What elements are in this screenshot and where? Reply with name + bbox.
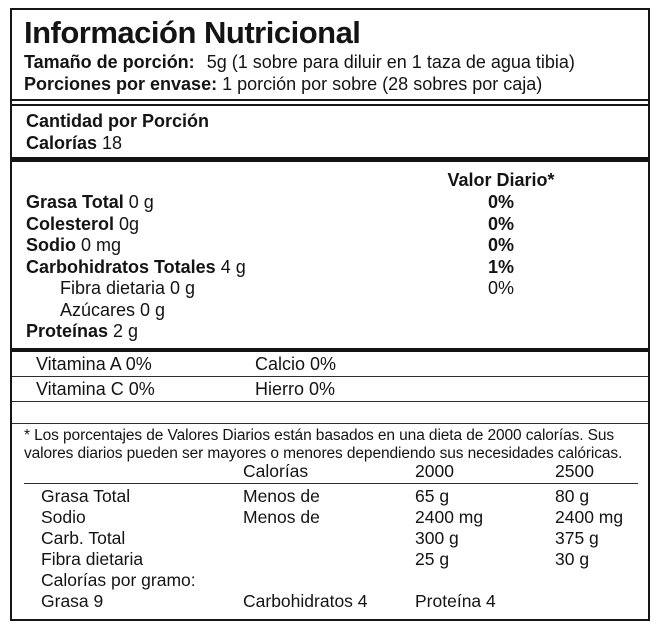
ref-row-name: Fibra dietaria	[41, 548, 144, 569]
nutrient-row: Carbohidratos Totales 4 g 1%	[26, 257, 636, 279]
servings-per-package-line: Porciones por envase: 1 porción por sobre…	[24, 73, 636, 95]
serving-size-label: Tamaño de porción:	[24, 52, 195, 72]
calories-per-gram-carbs: Carbohidratos 4	[243, 590, 368, 611]
reference-header-calories: Calorías	[243, 460, 309, 481]
ref-row-2500: 375 g	[555, 527, 599, 548]
ref-row-name: Sodio	[41, 506, 86, 527]
ref-row-qualifier	[243, 549, 415, 570]
micronutrient-right: Calcio 0%	[255, 353, 337, 374]
nutrient-name: Proteínas	[26, 321, 109, 341]
reference-table-header: Calorías 2000 2500	[24, 460, 638, 481]
amount-per-serving-section: Cantidad por Porción Calorías 18	[12, 104, 648, 157]
nutrient-daily-value: 0%	[487, 213, 514, 234]
ref-row-2000: 2400 mg	[415, 506, 484, 527]
daily-values-footnote: * Los porcentajes de Valores Diarios est…	[24, 426, 623, 463]
ref-row-2500: 2400 mg	[555, 506, 624, 527]
nutrient-amount: 0 g	[140, 299, 166, 320]
nutrient-amount: 2 g	[113, 321, 139, 341]
nutrient-name: Azúcares	[60, 299, 136, 320]
nutrient-daily-value: 0%	[487, 278, 514, 298]
nutrient-name: Sodio	[26, 235, 76, 255]
nutrient-name: Grasa Total	[26, 192, 124, 212]
nutrient-row: Grasa Total 0 g 0%	[26, 192, 636, 214]
calories-value: 18	[102, 133, 123, 153]
nutrient-row: Sodio 0 mg 0%	[26, 235, 636, 257]
servings-per-package-value: 1 porción por sobre (28 sobres por caja)	[222, 74, 543, 94]
ref-row-2000: 65 g	[415, 485, 450, 506]
nutrient-amount: 0 mg	[81, 235, 122, 255]
micronutrient-row: Vitamina A 0% Calcio 0%	[12, 352, 648, 376]
calories-per-gram-protein: Proteína 4	[415, 590, 496, 611]
calories-per-gram-fat: Grasa 9	[41, 590, 104, 611]
micronutrient-row: Vitamina C 0% Hierro 0%	[12, 377, 648, 401]
thick-divider	[12, 157, 648, 162]
amount-per-serving-heading: Cantidad por Porción	[26, 111, 210, 131]
micronutrient-left: Vitamina C 0%	[36, 378, 155, 399]
label-header-section: Información Nutricional Tamaño de porció…	[12, 10, 648, 101]
daily-value-header-row: Valor Diario*	[26, 168, 636, 192]
nutrient-row: Colesterol 0g 0%	[26, 214, 636, 236]
micronutrient-left: Vitamina A 0%	[36, 353, 152, 374]
calories-per-gram-spacer	[555, 591, 638, 612]
nutrient-row-sub: Azúcares 0 g	[26, 300, 636, 322]
nutrient-row: Proteínas 2 g	[26, 321, 636, 343]
nutrient-name: Fibra dietaria	[60, 278, 166, 298]
label-title: Información Nutricional	[24, 15, 361, 50]
thick-divider	[12, 347, 648, 352]
servings-per-package-label: Porciones por envase:	[24, 74, 218, 94]
calories-label: Calorías	[26, 133, 98, 153]
ref-row-qualifier	[243, 528, 415, 549]
serving-size-line: Tamaño de porción: 5g (1 sobre para dilui…	[24, 51, 636, 73]
footnote-section: * Los porcentajes de Valores Diarios est…	[12, 424, 648, 612]
reference-header-2500: 2500	[555, 460, 594, 481]
nutrient-name: Colesterol	[26, 213, 115, 234]
reference-header-2000: 2000	[415, 460, 454, 481]
micronutrient-right: Hierro 0%	[255, 378, 336, 399]
empty-row	[12, 402, 648, 423]
thin-divider	[12, 422, 648, 424]
nutrition-facts-label: Información Nutricional Tamaño de porció…	[10, 8, 650, 621]
ref-row-name: Carb. Total	[41, 527, 126, 548]
calories-per-gram-row: Grasa 9 Carbohidratos 4 Proteína 4	[24, 591, 638, 612]
thin-divider	[12, 375, 648, 377]
thin-divider	[24, 482, 638, 484]
nutrient-daily-value: 1%	[487, 256, 514, 277]
nutrient-amount: 4 g	[220, 256, 246, 277]
nutrient-amount: 0g	[119, 213, 140, 234]
micronutrients-section: Vitamina A 0% Calcio 0% Vitamina C 0% Hi…	[12, 352, 648, 424]
nutrient-row-sub: Fibra dietaria 0 g 0%	[26, 278, 636, 300]
ref-row-2500: 80 g	[555, 485, 590, 506]
ref-row-2000: 300 g	[415, 527, 459, 548]
ref-row-qualifier: Menos de	[243, 485, 320, 506]
thin-divider	[12, 400, 648, 402]
calories-line: Calorías 18	[26, 132, 636, 154]
serving-size-value: 5g (1 sobre para diluir en 1 taza de agu…	[206, 52, 575, 72]
daily-value-header: Valor Diario*	[447, 170, 555, 190]
nutrient-amount: 0 g	[170, 278, 196, 298]
nutrient-daily-value: 0%	[487, 192, 514, 212]
nutrients-section: Valor Diario* Grasa Total 0 g 0% Colester…	[12, 162, 648, 348]
ref-row-2000: 25 g	[415, 548, 450, 569]
reference-header-spacer	[41, 462, 243, 481]
nutrient-daily-value: 0%	[487, 235, 514, 255]
calories-per-gram-label: Calorías por gramo:	[41, 569, 196, 590]
reference-table-body: Grasa Total Menos de 65 g 80 g Sodio Men…	[24, 484, 638, 570]
nutrient-amount: 0 g	[128, 192, 154, 212]
nutrient-name: Carbohidratos Totales	[26, 256, 216, 277]
ref-row-qualifier: Menos de	[243, 506, 320, 527]
ref-row-name: Grasa Total	[41, 485, 131, 506]
ref-row-2500: 30 g	[555, 548, 590, 569]
